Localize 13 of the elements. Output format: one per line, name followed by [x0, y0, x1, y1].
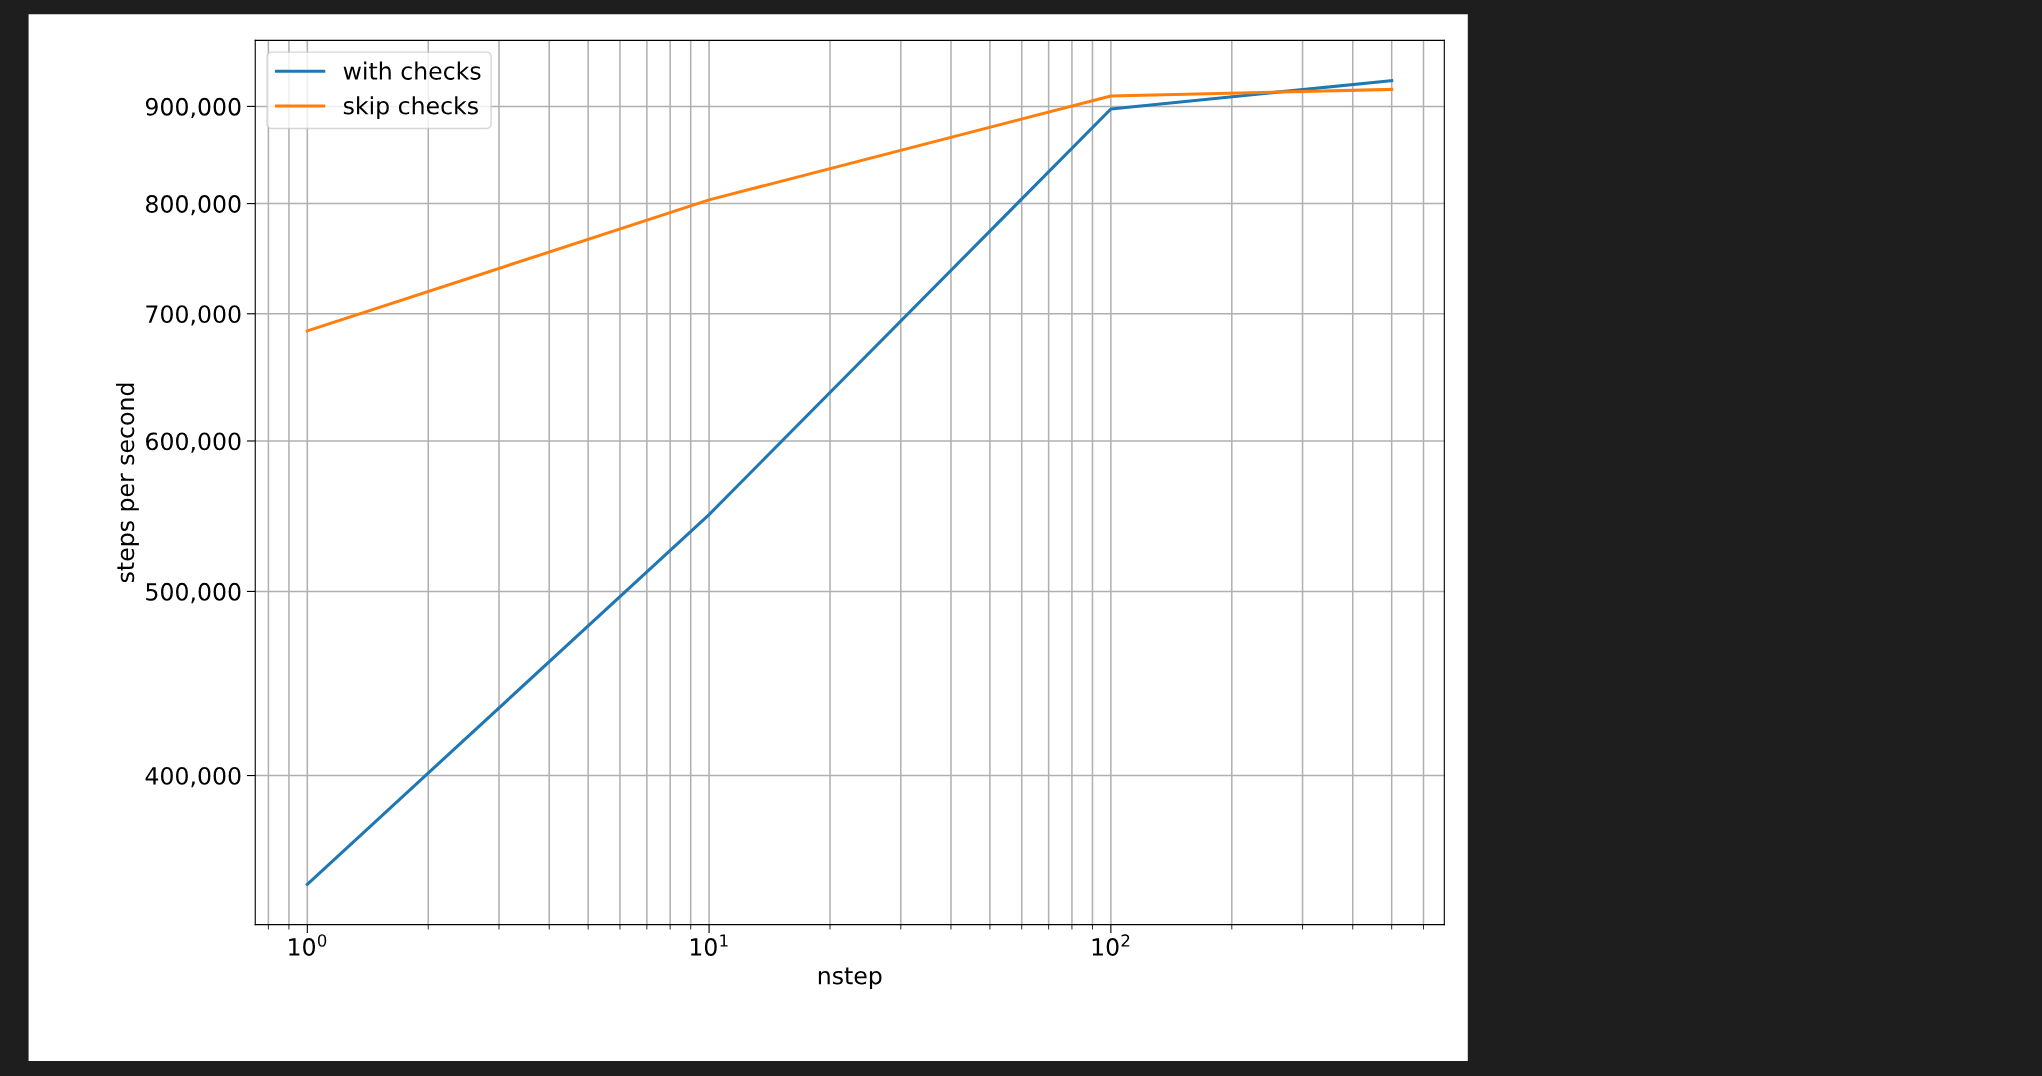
- y-tick-label: 900,000: [145, 97, 241, 119]
- x-tick-label: 10$^{2}$: [1092, 934, 1130, 956]
- legend-label: with checks: [343, 61, 481, 80]
- y-tick-label: 500,000: [146, 582, 241, 604]
- x-tick-label: 10$^{1}$: [690, 934, 728, 956]
- legend-label: skip checks: [343, 96, 478, 120]
- y-axis-title: steps per second: [116, 383, 139, 583]
- y-tick-label: 800,000: [146, 195, 241, 216]
- x-tick-label: 10$^{0}$: [289, 934, 327, 956]
- y-tick-label: 400,000: [145, 767, 241, 788]
- y-tick-label: 600,000: [146, 432, 241, 453]
- x-axis-title: nstep: [818, 967, 882, 990]
- y-tick-label: 700,000: [146, 305, 241, 326]
